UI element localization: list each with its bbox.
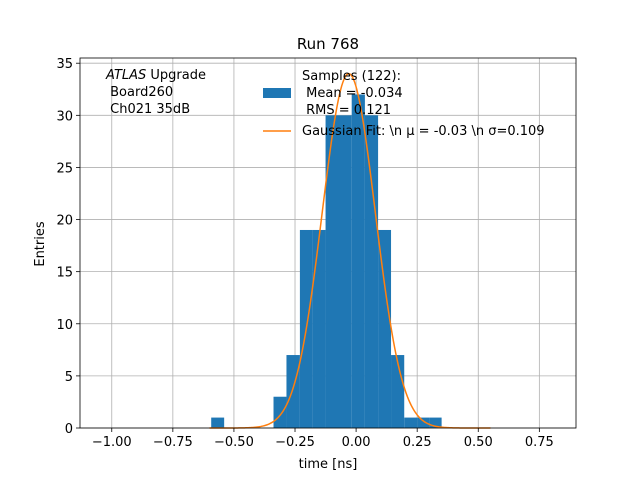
annotation-line-1: ATLAS Upgrade: [105, 68, 206, 83]
legend-fit-label: Gaussian Fit: \n μ = -0.03 \n σ=0.109: [302, 124, 545, 139]
legend: Samples (122): Mean = -0.034 RMS = 0.121…: [263, 69, 545, 139]
y-tick-label-0: 0: [65, 422, 73, 437]
histogram-bar-5: [325, 115, 339, 428]
histogram-bar-10: [391, 355, 405, 428]
histogram-bar-4: [312, 229, 326, 428]
y-tick-label-4: 20: [56, 214, 73, 229]
y-tick-label-2: 10: [56, 318, 73, 333]
ticks-layer: −1.00 −0.75 −0.50 −0.25 0.00 0.25 0.50 0.75 0 5 10…: [56, 57, 553, 450]
axes-frame: [79, 57, 577, 429]
y-tick-label-5: 25: [56, 161, 73, 176]
histogram-bar-13: [429, 417, 442, 428]
y-tick-label-6: 30: [56, 109, 73, 124]
gaussian-fit-layer: [209, 72, 491, 429]
annotation-line-3: Ch021 35dB: [106, 102, 190, 117]
legend-histogram-line-2: Mean = -0.034: [302, 86, 403, 101]
annotation-upgrade: Upgrade: [146, 68, 206, 83]
x-tick-label-0: −1.00: [92, 435, 132, 450]
histogram-bar-11: [404, 417, 418, 428]
x-tick-label-4: 0.00: [342, 435, 371, 450]
x-tick-label-5: 0.25: [403, 435, 432, 450]
legend-histogram-swatch: [263, 88, 291, 98]
y-tick-label-3: 15: [56, 266, 73, 281]
x-tick-label-6: 0.50: [464, 435, 493, 450]
x-axis-label: time [ns]: [299, 457, 358, 472]
chart-title: Run 768: [297, 35, 359, 53]
histogram-bar-6: [338, 115, 352, 428]
annotation-atlas: ATLAS: [105, 68, 146, 83]
histogram-bar-9: [378, 229, 392, 428]
legend-histogram-line-1: Samples (122):: [302, 69, 401, 84]
gaussian-fit-curve: [209, 72, 491, 429]
histogram-bar-2: [286, 355, 300, 428]
x-tick-label-7: 0.75: [525, 435, 554, 450]
histogram-bar-8: [364, 115, 379, 428]
histogram-bar-7: [351, 94, 365, 428]
y-axis-label: Entries: [33, 221, 48, 267]
x-tick-label-1: −0.75: [153, 435, 193, 450]
y-tick-label-7: 35: [56, 57, 73, 72]
annotation-line-2: Board260: [106, 85, 173, 100]
y-tick-label-1: 5: [65, 370, 73, 385]
axes-layer: [79, 57, 577, 429]
annotation-text: ATLAS Upgrade Board260 Ch021 35dB: [105, 68, 206, 117]
histogram-bar-1: [273, 396, 287, 428]
histogram-bar-0: [211, 417, 225, 428]
x-tick-label-2: −0.50: [214, 435, 254, 450]
histogram-bar-12: [417, 417, 430, 428]
legend-histogram-line-3: RMS = 0.121: [302, 103, 391, 118]
x-tick-label-3: −0.25: [275, 435, 315, 450]
